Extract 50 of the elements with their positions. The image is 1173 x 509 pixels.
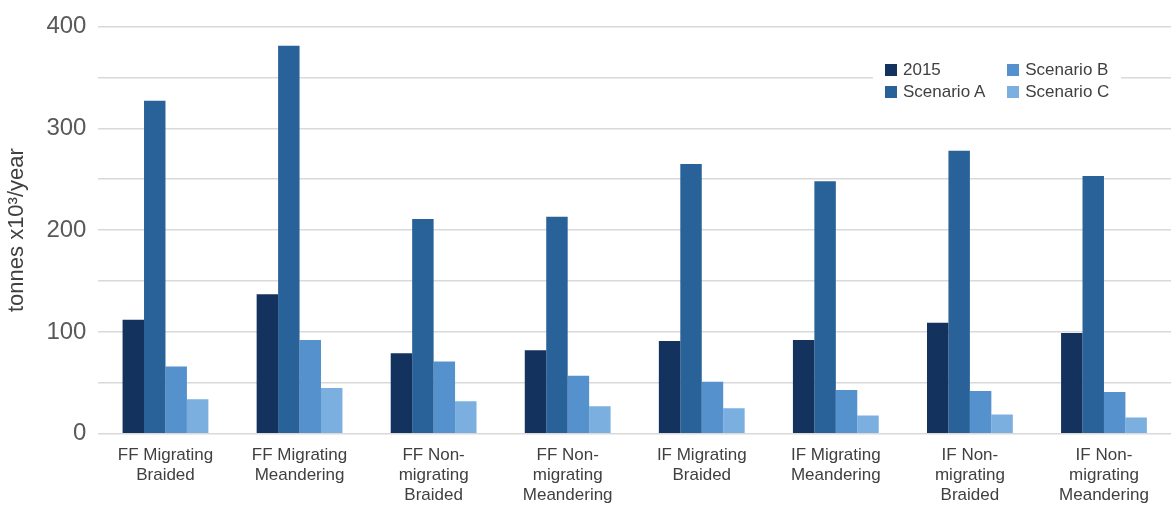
y-axis-title: tonnes x10³/year bbox=[3, 148, 29, 313]
bar bbox=[567, 375, 590, 434]
y-tick-label: 400 bbox=[46, 11, 87, 39]
bar bbox=[948, 150, 970, 434]
bar bbox=[524, 350, 547, 434]
bar bbox=[926, 322, 949, 434]
bar bbox=[1082, 176, 1104, 434]
legend-label: Scenario A bbox=[902, 82, 986, 103]
bar bbox=[723, 408, 745, 434]
bar bbox=[701, 381, 724, 434]
bar bbox=[321, 387, 343, 434]
bar bbox=[144, 100, 166, 434]
y-tick-label: 100 bbox=[46, 316, 87, 344]
y-tick-label: 0 bbox=[73, 418, 87, 446]
x-tick-label: FF Non-migrating Braided bbox=[398, 444, 469, 505]
bar bbox=[546, 216, 568, 434]
legend-label: 2015 bbox=[902, 60, 942, 81]
bar bbox=[299, 340, 321, 434]
y-tick-label: 300 bbox=[46, 112, 87, 140]
bar bbox=[658, 341, 681, 434]
bar bbox=[835, 390, 858, 434]
bar bbox=[256, 294, 279, 434]
x-tick-label: IF Migrating Braided bbox=[656, 444, 747, 485]
bar bbox=[1103, 392, 1126, 434]
bar bbox=[792, 340, 815, 434]
bar bbox=[186, 399, 209, 434]
bar bbox=[814, 181, 836, 434]
bar bbox=[390, 353, 413, 434]
bar bbox=[589, 406, 611, 434]
legend-label: Scenario C bbox=[1024, 82, 1110, 103]
bar bbox=[991, 414, 1013, 434]
x-tick-label: FF Migrating Meandering bbox=[251, 444, 348, 485]
bar bbox=[857, 415, 879, 434]
bar bbox=[1061, 332, 1083, 434]
bar bbox=[412, 218, 434, 434]
x-tick-label: FF Non-migrating Meandering bbox=[522, 444, 613, 505]
bar bbox=[433, 361, 456, 434]
x-tick-label: IF Migrating Meandering bbox=[790, 444, 881, 485]
bar bbox=[455, 401, 477, 434]
bar bbox=[680, 163, 702, 434]
x-tick-label: FF Migrating Braided bbox=[117, 444, 214, 485]
x-tick-label: IF Non-migrating Braided bbox=[934, 444, 1005, 505]
bar bbox=[1125, 417, 1147, 434]
bar bbox=[278, 45, 300, 434]
bar bbox=[122, 319, 145, 434]
bar bbox=[969, 391, 992, 434]
x-tick-label: IF Non-migrating Meandering bbox=[1059, 444, 1149, 505]
y-tick-label: 200 bbox=[46, 214, 87, 242]
legend-label: Scenario B bbox=[1024, 60, 1110, 81]
bar bbox=[165, 366, 187, 434]
